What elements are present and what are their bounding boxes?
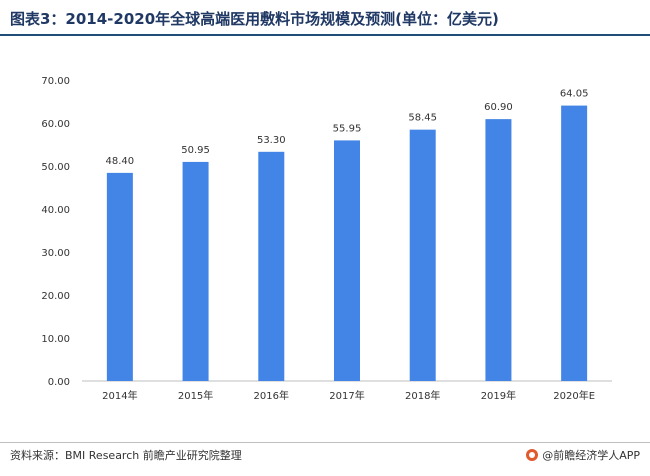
y-tick-label: 60.00 <box>41 119 70 130</box>
y-tick-label: 50.00 <box>41 162 70 173</box>
x-tick-label: 2020年E <box>553 389 595 402</box>
x-tick-label: 2019年 <box>481 389 516 402</box>
bar-chart: 0.0010.0020.0030.0040.0050.0060.0070.00 … <box>41 76 612 402</box>
y-tick-label: 70.00 <box>41 76 70 87</box>
chart-title: 图表3：2014-2020年全球高端医用敷料市场规模及预测(单位：亿美元) <box>10 10 499 28</box>
y-tick-label: 30.00 <box>41 248 70 259</box>
data-label: 53.30 <box>257 135 286 146</box>
data-label: 64.05 <box>560 89 589 100</box>
data-label: 48.40 <box>106 156 135 167</box>
bar <box>561 105 588 382</box>
brand-credit: @前瞻经济学人APP <box>526 447 640 463</box>
x-tick-label: 2017年 <box>329 389 364 402</box>
footer-divider <box>0 442 650 443</box>
bars <box>106 105 588 382</box>
bar <box>258 151 285 381</box>
y-tick-label: 40.00 <box>41 205 70 216</box>
bar <box>409 129 436 381</box>
data-label: 58.45 <box>408 113 437 124</box>
source-note: 资料来源：BMI Research 前瞻产业研究院整理 <box>10 449 242 462</box>
y-tick-label: 10.00 <box>41 334 70 345</box>
x-tick-label: 2018年 <box>405 389 440 402</box>
brand-text: @前瞻经济学人APP <box>542 449 640 462</box>
bar <box>106 172 133 381</box>
data-label: 55.95 <box>333 123 362 134</box>
y-tick-label: 20.00 <box>41 291 70 302</box>
x-tick-label: 2014年 <box>102 389 137 402</box>
bar <box>334 140 360 381</box>
title-divider <box>0 34 650 36</box>
y-tick-label: 0.00 <box>48 377 70 388</box>
bar <box>182 161 209 381</box>
bar <box>485 119 512 381</box>
x-tick-label: 2015年 <box>178 389 213 402</box>
data-label: 60.90 <box>484 102 513 113</box>
y-axis: 0.00 10.00 20.00 30.00 40.00 50.00 60.00 70.00 <box>41 76 70 388</box>
x-tick-label: 2016年 <box>254 389 289 402</box>
data-labels: 48.40 50.95 53.30 55.95 58.45 60.90 64.05 <box>106 89 589 167</box>
data-label: 50.95 <box>181 145 210 156</box>
brand-logo-icon <box>526 449 539 461</box>
x-axis: 2014年 2015年 2016年 2017年 2018年 2019年 2020年E <box>82 380 612 402</box>
